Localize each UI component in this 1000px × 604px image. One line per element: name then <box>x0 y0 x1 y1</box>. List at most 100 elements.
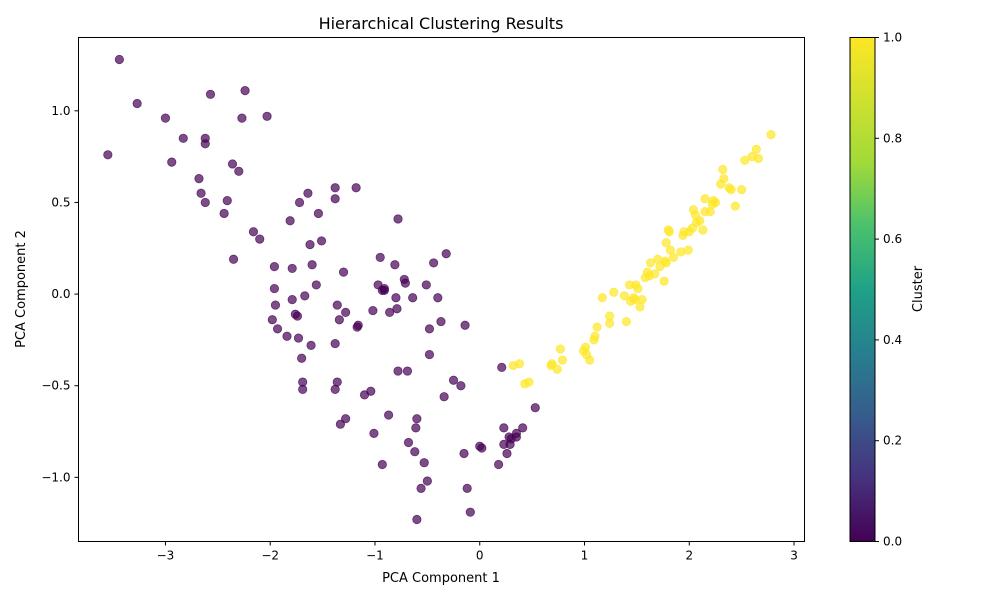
cluster-0-point <box>294 197 305 208</box>
cluster-0-point <box>338 267 349 277</box>
colorbar-ticks: 0.0 0.2 0.4 0.6 0.8 1.0 <box>875 31 902 549</box>
cluster-0-point <box>160 113 171 123</box>
x-tick-label: 1 <box>581 549 589 563</box>
cluster-1-point <box>609 287 619 297</box>
cluster-0-point <box>351 183 361 193</box>
cluster-0-point <box>448 375 459 385</box>
cluster-0-point <box>228 254 239 264</box>
cluster-1-point <box>737 185 747 195</box>
cluster-0-point <box>270 300 281 310</box>
y-tick-label: −0.5 <box>41 379 70 393</box>
x-tick-label: 0 <box>476 549 484 563</box>
cluster-0-point <box>518 423 528 433</box>
cluster-0-point <box>456 381 466 391</box>
cluster-0-point <box>410 447 420 457</box>
cluster-0-point <box>237 113 247 123</box>
cluster-0-point <box>462 483 472 493</box>
cluster-0-point <box>219 208 229 219</box>
cluster-1-point <box>700 194 710 204</box>
cluster-0-point <box>167 157 177 167</box>
cluster-0-point <box>311 280 321 290</box>
cluster-0-point <box>408 293 418 303</box>
cluster-0-point <box>368 305 378 316</box>
cluster-0-point <box>402 366 413 376</box>
cluster-1-point <box>740 155 750 165</box>
cluster-0-point <box>330 194 340 204</box>
cluster-0-point <box>391 293 401 303</box>
cluster-0-point <box>303 188 313 198</box>
cluster-0-point <box>267 315 277 325</box>
cluster-0-point <box>424 349 435 360</box>
cluster-0-point <box>439 392 449 402</box>
cluster-0-point <box>341 307 351 318</box>
y-tick-label: 0.0 <box>51 287 70 301</box>
x-tick-label: 3 <box>790 549 798 563</box>
cluster-1-point <box>633 283 643 294</box>
cluster-0-point <box>297 353 307 363</box>
cluster-0-point <box>493 459 504 470</box>
cluster-1-point <box>661 238 671 248</box>
cluster-1-point <box>710 197 721 208</box>
cluster-0-point <box>330 183 340 193</box>
cluster-0-point <box>497 362 507 372</box>
y-axis-label: PCA Component 2 <box>14 230 29 348</box>
cluster-1-point <box>552 364 562 374</box>
cluster-0-point <box>530 403 540 413</box>
cluster-0-point <box>332 300 342 310</box>
cluster-0-point <box>103 150 113 160</box>
colorbar-tick-label: 0.4 <box>883 333 902 347</box>
y-tick-label: 1.0 <box>51 104 70 118</box>
cluster-1-point <box>637 294 647 305</box>
colorbar-tick-label: 0.8 <box>883 131 902 145</box>
cluster-1-point <box>555 344 566 354</box>
cluster-0-point <box>429 258 439 268</box>
cluster-0-point <box>240 86 250 96</box>
cluster-0-point <box>269 261 279 272</box>
cluster-0-point <box>393 214 403 224</box>
cluster-0-point <box>248 227 259 237</box>
cluster-0-point <box>287 263 297 274</box>
cluster-0-point <box>335 419 345 429</box>
cluster-0-point <box>196 188 206 198</box>
cluster-0-point <box>194 174 204 184</box>
cluster-0-point <box>293 333 304 343</box>
cluster-0-point <box>227 159 238 169</box>
cluster-0-point <box>421 280 431 290</box>
cluster-1-point <box>726 185 736 195</box>
cluster-0-point <box>390 260 400 270</box>
cluster-0-point <box>392 304 402 314</box>
cluster-1-point <box>659 276 669 286</box>
cluster-1-point <box>718 164 728 175</box>
cluster-0-point <box>499 423 509 433</box>
cluster-1-point <box>695 216 705 226</box>
cluster-0-point <box>200 197 210 208</box>
cluster-0-point <box>332 377 342 387</box>
cluster-0-point <box>377 459 387 470</box>
cluster-1-point <box>766 130 776 140</box>
cluster-0-point <box>305 240 315 250</box>
points-layer <box>103 54 776 525</box>
cluster-0-point <box>222 196 232 206</box>
cluster-0-point <box>269 283 279 294</box>
cluster-1-point <box>650 269 660 279</box>
cluster-0-point <box>369 428 379 438</box>
cluster-0-point <box>400 278 410 288</box>
cluster-1-point <box>719 174 729 184</box>
cluster-1-point <box>751 144 761 154</box>
cluster-0-point <box>412 514 422 525</box>
y-tick-label: −1.0 <box>41 470 70 484</box>
cluster-1-point <box>753 153 764 164</box>
cluster-0-point <box>375 252 385 263</box>
cluster-0-point <box>313 208 323 219</box>
x-tick-label: 2 <box>685 549 693 563</box>
cluster-0-point <box>292 311 303 321</box>
colorbar <box>849 37 876 542</box>
cluster-0-point <box>424 324 435 334</box>
cluster-0-point <box>433 293 443 303</box>
cluster-0-point <box>330 338 340 349</box>
cluster-0-point <box>300 291 310 301</box>
cluster-0-point <box>422 476 432 486</box>
cluster-0-point <box>200 139 210 149</box>
cluster-0-point <box>465 507 475 517</box>
